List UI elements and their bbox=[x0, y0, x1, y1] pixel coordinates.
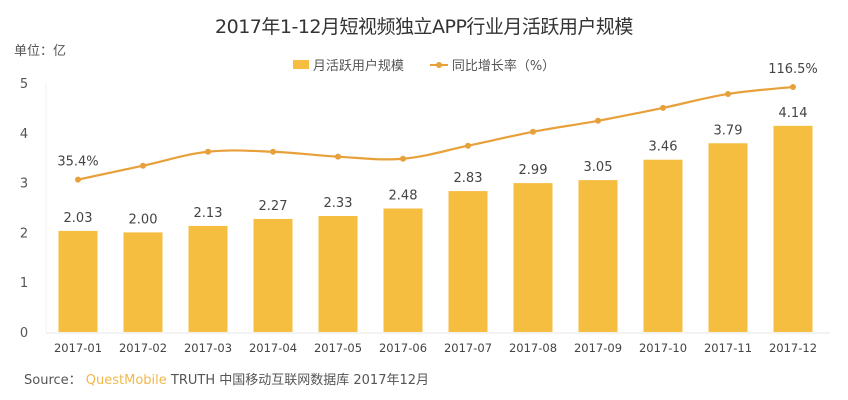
growth-point bbox=[790, 83, 796, 90]
x-tick-label: 2017-10 bbox=[639, 341, 687, 355]
x-tick-label: 2017-09 bbox=[574, 341, 622, 355]
x-tick-label: 2017-02 bbox=[119, 341, 167, 355]
x-tick-label: 2017-05 bbox=[314, 341, 362, 355]
bar-data-label: 2.03 bbox=[64, 211, 93, 226]
bar bbox=[448, 191, 488, 332]
legend-line-swatch bbox=[429, 61, 448, 68]
bar-data-label: 2.48 bbox=[389, 188, 418, 203]
growth-point bbox=[140, 162, 146, 169]
source-note: Source： QuestMobile TRUTH 中国移动互联网数据库 201… bbox=[24, 369, 429, 388]
y-tick-label: 5 bbox=[20, 77, 28, 92]
growth-point bbox=[530, 128, 536, 135]
growth-line bbox=[77, 85, 794, 181]
bar-data-label: 2.33 bbox=[324, 196, 353, 211]
legend-item-bar[interactable]: 月活跃用户规模 bbox=[292, 55, 404, 74]
bar-data-label: 3.79 bbox=[714, 123, 743, 138]
bar-data-label: 3.05 bbox=[584, 160, 613, 175]
y-tick-label: 0 bbox=[20, 326, 28, 341]
bar-data-label: 2.27 bbox=[259, 199, 288, 214]
growth-point bbox=[205, 148, 211, 155]
bar bbox=[253, 218, 293, 332]
bar bbox=[188, 225, 228, 332]
legend-bar-swatch bbox=[292, 60, 309, 69]
source-brand: QuestMobile bbox=[85, 373, 167, 388]
growth-point bbox=[595, 117, 601, 124]
y-tick-label: 2 bbox=[20, 226, 28, 241]
x-tick-label: 2017-11 bbox=[704, 341, 752, 355]
bar-data-label: 2.99 bbox=[519, 163, 548, 178]
bar bbox=[773, 125, 813, 332]
growth-point bbox=[75, 176, 81, 183]
x-tick-label: 2017-07 bbox=[444, 341, 492, 355]
growth-point bbox=[465, 142, 471, 149]
y-tick-label: 3 bbox=[20, 177, 28, 192]
bar-data-label: 2.83 bbox=[454, 171, 483, 186]
unit-label: 单位：亿 bbox=[14, 44, 67, 59]
x-tick-label: 2017-03 bbox=[184, 341, 232, 355]
legend-label: 同比增长率（%） bbox=[451, 59, 556, 74]
growth-point bbox=[270, 148, 276, 155]
y-tick-label: 4 bbox=[20, 127, 28, 142]
legend: 月活跃用户规模 同比增长率（%） bbox=[0, 55, 848, 74]
x-tick-label: 2017-12 bbox=[769, 341, 817, 355]
growth-point bbox=[335, 153, 341, 160]
bar-data-label: 3.46 bbox=[649, 140, 678, 155]
x-tick-label: 2017-01 bbox=[54, 341, 102, 355]
growth-data-label: 116.5% bbox=[768, 62, 818, 77]
y-tick-label: 1 bbox=[20, 276, 28, 291]
growth-point bbox=[660, 104, 666, 111]
bar-data-label: 4.14 bbox=[779, 106, 808, 121]
growth-point bbox=[725, 90, 731, 97]
x-tick-label: 2017-06 bbox=[379, 341, 427, 355]
bar bbox=[383, 208, 423, 332]
bar-data-label: 2.13 bbox=[194, 206, 223, 221]
bar-data-label: 2.00 bbox=[129, 212, 158, 227]
growth-data-label: 35.4% bbox=[57, 155, 98, 170]
bar bbox=[513, 183, 553, 332]
x-tick-label: 2017-08 bbox=[509, 341, 557, 355]
growth-point bbox=[400, 155, 406, 162]
bar bbox=[318, 215, 358, 332]
bar bbox=[643, 159, 683, 332]
bar bbox=[578, 180, 618, 332]
x-tick-label: 2017-04 bbox=[249, 341, 297, 355]
chart-title: 2017年1-12月短视频独立APP行业月活跃用户规模 bbox=[215, 16, 633, 38]
source-prefix: Source： bbox=[24, 373, 82, 388]
source-text: TRUTH 中国移动互联网数据库 2017年12月 bbox=[166, 373, 430, 388]
legend-label: 月活跃用户规模 bbox=[312, 59, 404, 74]
bar bbox=[708, 143, 748, 332]
bar bbox=[123, 232, 163, 332]
legend-item-line[interactable]: 同比增长率（%） bbox=[429, 55, 556, 74]
bar bbox=[58, 230, 98, 332]
